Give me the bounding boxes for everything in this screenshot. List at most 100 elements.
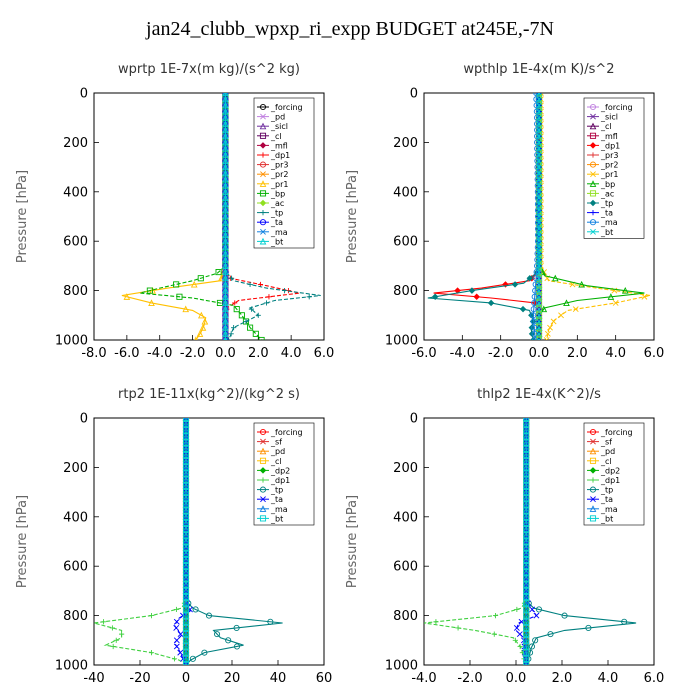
data-point [192,606,199,613]
data-point [523,544,530,551]
data-point [228,275,235,281]
x-tick-label: -8.0 [81,346,106,361]
data-point [233,643,241,650]
data-point [536,275,542,282]
data-point [182,606,190,613]
data-point [563,299,570,306]
legend-entry: _sicl [600,113,618,122]
data-point [536,120,542,127]
data-point [523,600,530,607]
data-point [182,489,190,496]
data-point [182,655,190,662]
data-point [180,612,186,619]
data-point [247,281,253,288]
data-point [233,624,240,632]
data-point [177,649,184,656]
legend-marker [589,505,597,512]
data-point [232,300,238,306]
data-point [173,637,180,644]
y-tick-label: 400 [393,185,418,200]
data-point [182,569,190,576]
plot-frame [93,417,325,666]
legend-marker [260,228,266,235]
data-point [511,281,519,288]
x-tick-label: 4.0 [605,346,626,361]
data-point [534,182,541,189]
data-point [222,337,229,340]
legend-marker [259,486,267,493]
data-point [523,581,530,588]
data-point [536,195,542,201]
data-point [487,299,495,307]
legend-marker [589,199,597,207]
legend-marker [590,496,596,503]
legend-marker [589,161,597,168]
legend-marker [589,457,597,464]
data-point [530,306,537,313]
legend-marker [260,113,266,120]
x-tick-label: -6.0 [114,346,139,361]
legend-marker [589,467,597,474]
x-tick-label: 6.0 [644,671,665,686]
legend-marker [589,190,597,197]
data-point [231,325,237,331]
data-point [523,513,530,520]
y-tick-label: 1000 [385,659,418,674]
data-point [258,336,265,340]
data-point [561,612,568,619]
data-point [182,544,190,551]
legend-marker [589,103,597,111]
legend-entry: _ma [270,228,288,237]
legend-marker [259,180,267,187]
x-tick-label: 2.0 [552,671,573,686]
data-point [534,188,541,195]
legend-marker [259,237,267,245]
legend-entry: _pr1 [270,180,288,189]
data-point [492,613,499,619]
data-point [534,244,541,251]
data-point [523,538,530,545]
legend-marker [589,219,597,226]
x-tick-label: -4.0 [411,671,436,686]
data-point [523,606,530,613]
data-point [536,145,542,152]
legend-entry: _pd [600,447,615,456]
legend-marker [259,161,267,168]
x-tick-label: 0 [182,671,190,686]
x-tick-label: -2.0 [457,671,482,686]
y-tick-label: 600 [393,560,418,575]
series-line [185,418,283,665]
data-point [512,637,518,643]
data-point [530,312,537,319]
y-tick-label: 400 [63,185,88,200]
data-point [182,643,190,650]
data-point [182,445,190,452]
data-point [248,306,255,312]
x-tick-label: 2.0 [248,346,269,361]
legend-marker [259,428,267,436]
data-point [182,513,190,520]
y-tick-label: 200 [393,461,418,476]
legend-entry: _pr2 [600,161,618,170]
x-tick-label: 60 [316,671,333,686]
data-point [119,631,125,637]
x-tick-label: 4.0 [281,346,302,361]
data-point [182,661,190,665]
y-tick-label: 1000 [55,334,88,349]
data-point [534,213,542,220]
x-tick-label: 0.0 [529,346,550,361]
data-point [182,433,190,440]
data-point [534,145,541,152]
data-point [198,311,205,319]
data-point [213,631,221,638]
data-point [182,538,190,545]
data-point [182,618,190,625]
x-tick-label: 40 [270,671,287,686]
data-point [621,286,629,294]
series-line [525,418,637,665]
legend-marker [260,477,266,483]
data-point [182,575,190,582]
legend-marker [590,477,596,483]
legend-entry: _bt [600,228,613,237]
